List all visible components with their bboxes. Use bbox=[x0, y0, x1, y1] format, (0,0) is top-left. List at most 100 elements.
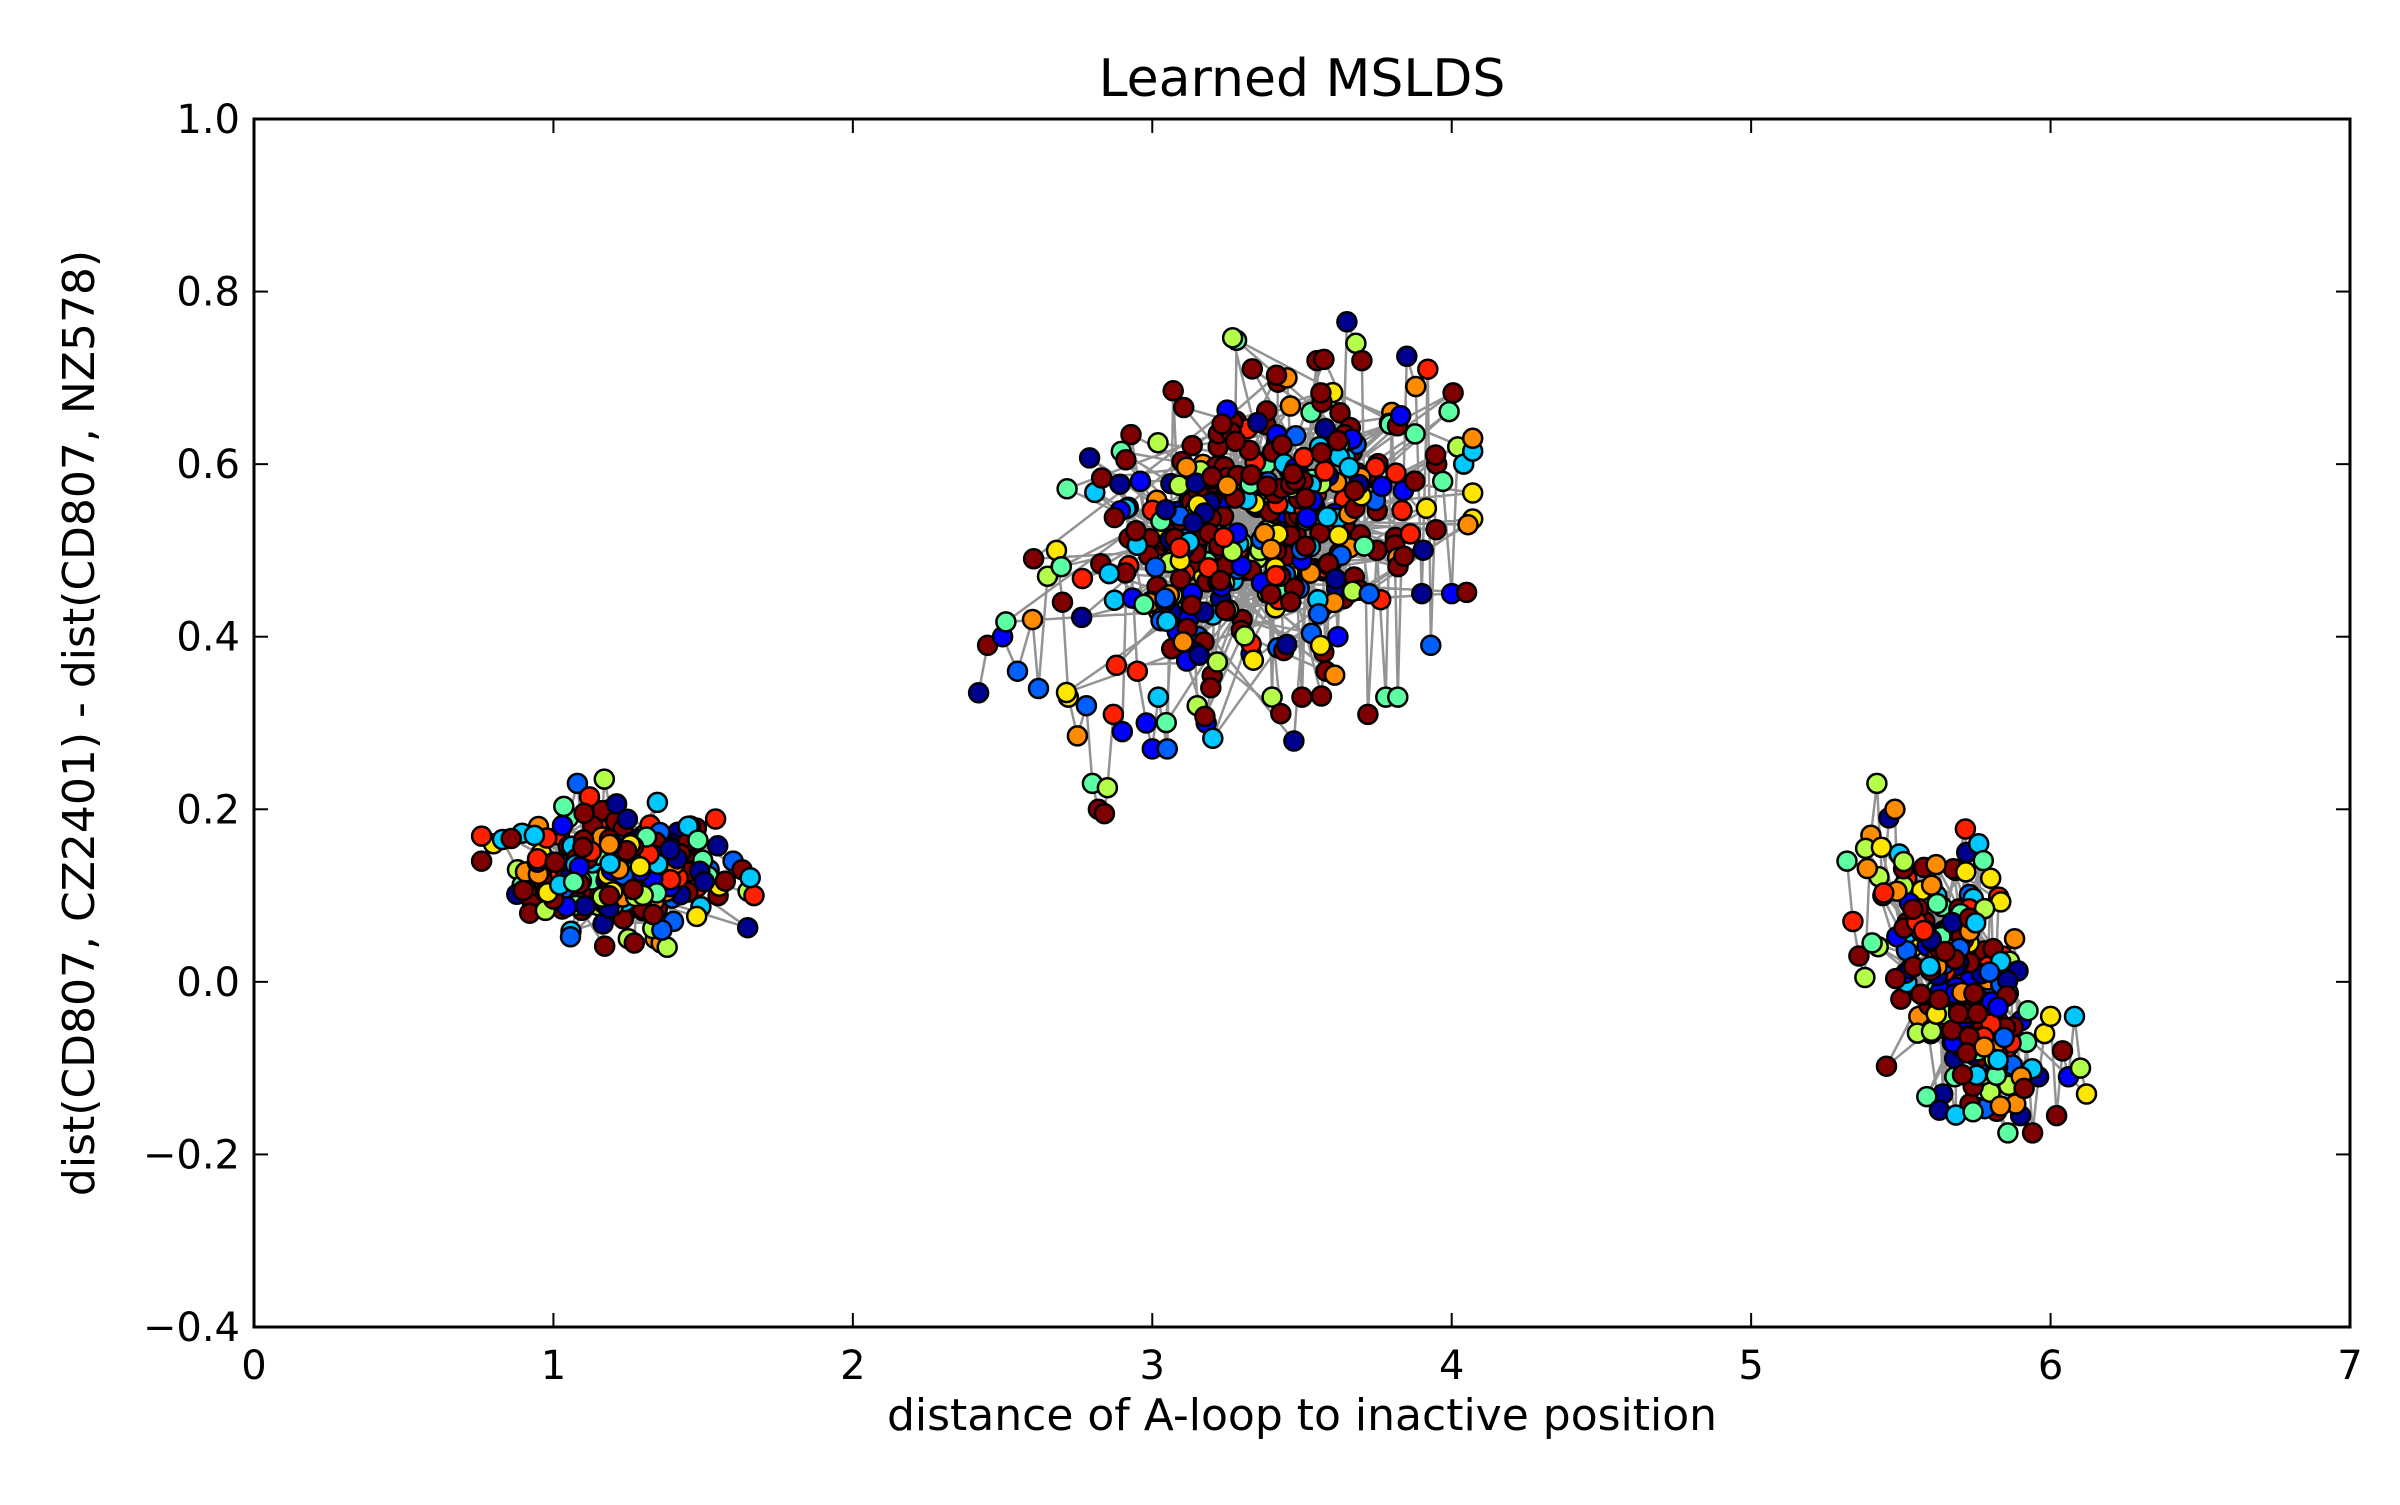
data-point bbox=[559, 926, 582, 948]
data-point bbox=[1260, 538, 1282, 560]
data-point bbox=[1963, 982, 1985, 1005]
data-point bbox=[1842, 910, 1864, 933]
data-point bbox=[1154, 587, 1176, 609]
data-point bbox=[1941, 911, 1963, 934]
data-point bbox=[2017, 999, 2039, 1022]
x-tick-label: 2 bbox=[840, 1343, 865, 1389]
data-point bbox=[512, 879, 535, 902]
data-point bbox=[1989, 1095, 2012, 1117]
data-point bbox=[553, 795, 575, 818]
data-point bbox=[572, 836, 594, 859]
data-point bbox=[1093, 802, 1116, 825]
data-point bbox=[1265, 564, 1287, 587]
data-point bbox=[1327, 625, 1349, 648]
y-tick-label: 1.0 bbox=[176, 97, 240, 143]
data-point bbox=[1892, 850, 1915, 873]
data-point bbox=[736, 916, 759, 939]
data-point bbox=[1399, 523, 1422, 545]
data-point bbox=[1425, 518, 1447, 541]
y-tick-label: −0.4 bbox=[143, 1305, 240, 1351]
data-point bbox=[1391, 499, 1413, 522]
data-point bbox=[1979, 867, 2002, 890]
data-point bbox=[1125, 520, 1147, 542]
data-point bbox=[1856, 857, 1879, 880]
data-points bbox=[470, 311, 2098, 1144]
data-point bbox=[1055, 681, 1078, 704]
data-point bbox=[1327, 429, 1349, 452]
data-point bbox=[1919, 955, 1941, 978]
data-point bbox=[1836, 850, 1858, 872]
data-point bbox=[1111, 720, 1134, 743]
data-point bbox=[1387, 686, 1409, 708]
data-point bbox=[1854, 966, 1876, 989]
data-point bbox=[2051, 1040, 2074, 1062]
data-point bbox=[1987, 1049, 2009, 1071]
data-point bbox=[704, 808, 727, 830]
data-point bbox=[1180, 594, 1203, 616]
data-point bbox=[2075, 1083, 2098, 1105]
data-point bbox=[1329, 402, 1351, 424]
data-point bbox=[1271, 434, 1293, 456]
data-point bbox=[1323, 664, 1346, 686]
data-point bbox=[2045, 1104, 2068, 1127]
data-point bbox=[743, 884, 765, 907]
data-point bbox=[2013, 1077, 2035, 1100]
data-point bbox=[1926, 892, 1948, 915]
data-point bbox=[1411, 582, 1433, 605]
chart-title: Learned MSLDS bbox=[1099, 49, 1506, 109]
y-tick-label: 0.8 bbox=[176, 270, 240, 316]
data-point bbox=[1978, 961, 2001, 983]
x-axis-ticks: 0 1 2 3 4 5 6 7 bbox=[241, 119, 2363, 1389]
data-point bbox=[1951, 1063, 1974, 1086]
data-point bbox=[622, 878, 644, 901]
data-point bbox=[1954, 818, 1977, 840]
data-point bbox=[574, 895, 597, 917]
data-point bbox=[1925, 853, 1947, 876]
data-point bbox=[629, 855, 651, 878]
data-point bbox=[1096, 776, 1119, 799]
data-point bbox=[642, 903, 664, 926]
data-point bbox=[1209, 569, 1232, 592]
data-point bbox=[1972, 849, 1995, 872]
data-point bbox=[1295, 535, 1317, 558]
data-point bbox=[1103, 506, 1126, 529]
data-point bbox=[573, 802, 595, 825]
data-point bbox=[1172, 396, 1195, 419]
data-point bbox=[1182, 512, 1205, 534]
data-point bbox=[1902, 898, 1924, 921]
data-point bbox=[1866, 772, 1888, 795]
data-point bbox=[1405, 375, 1427, 398]
data-point bbox=[1420, 634, 1442, 657]
data-point bbox=[1316, 506, 1339, 528]
data-point bbox=[1056, 478, 1078, 500]
data-point bbox=[593, 768, 616, 790]
x-tick-label: 1 bbox=[541, 1343, 566, 1389]
data-point bbox=[623, 932, 646, 954]
data-point bbox=[1115, 449, 1137, 471]
data-point bbox=[1945, 1104, 1967, 1126]
data-point bbox=[1291, 686, 1313, 708]
data-point bbox=[1194, 705, 1216, 728]
data-point bbox=[470, 825, 493, 847]
data-point bbox=[1175, 456, 1198, 478]
y-axis-ticks: −0.4 −0.2 0.0 0.2 0.4 0.6 0.8 1.0 bbox=[143, 97, 2350, 1351]
data-point bbox=[1206, 651, 1229, 673]
data-point bbox=[1424, 444, 1447, 466]
data-point bbox=[693, 870, 715, 893]
data-point bbox=[500, 827, 522, 850]
x-tick-label: 6 bbox=[2038, 1343, 2063, 1389]
data-point bbox=[1256, 475, 1278, 497]
data-point bbox=[1417, 358, 1439, 380]
data-point bbox=[1364, 456, 1387, 479]
data-point bbox=[2063, 1005, 2086, 1028]
data-point bbox=[616, 808, 639, 830]
data-point bbox=[1912, 919, 1935, 942]
data-point bbox=[1221, 327, 1244, 349]
x-tick-label: 7 bbox=[2337, 1343, 2362, 1389]
data-point bbox=[1358, 582, 1381, 605]
data-point bbox=[1351, 349, 1373, 372]
data-point bbox=[2069, 1057, 2092, 1079]
data-point bbox=[1997, 1122, 2019, 1144]
data-point bbox=[1109, 473, 1131, 495]
data-point bbox=[1197, 556, 1220, 579]
